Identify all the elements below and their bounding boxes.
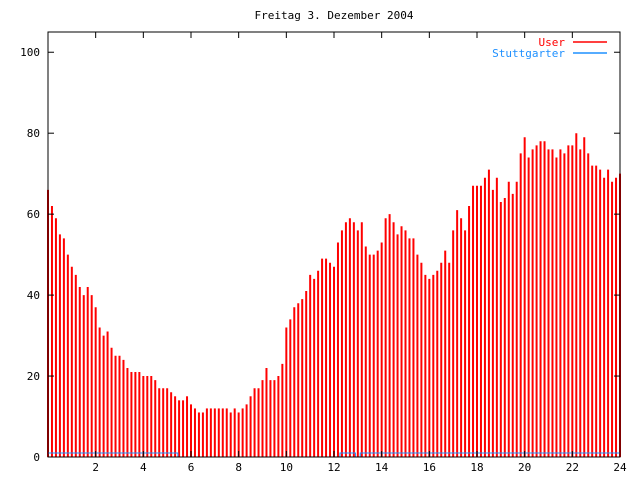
x-tick-label: 8: [235, 461, 242, 474]
x-tick-label: 14: [375, 461, 389, 474]
x-tick-label: 20: [518, 461, 531, 474]
stuttgarter-series-line: [48, 452, 620, 458]
stuttgarter-line: [48, 452, 620, 458]
user-impulses: [47, 133, 622, 457]
x-tick-label: 18: [470, 461, 483, 474]
x-axis: 2 4 6 8 10 12 14 16 18 20 22 24: [92, 32, 627, 474]
legend-label-stuttgarter: Stuttgarter: [492, 47, 565, 60]
x-tick-label: 6: [188, 461, 195, 474]
x-tick-label: 4: [140, 461, 147, 474]
legend: User Stuttgarter: [492, 36, 607, 60]
y-tick-label: 40: [27, 289, 40, 302]
y-tick-label: 100: [20, 46, 40, 59]
x-tick-label: 16: [423, 461, 436, 474]
chart-title: Freitag 3. Dezember 2004: [255, 9, 414, 22]
x-tick-label: 24: [613, 461, 627, 474]
y-tick-label: 60: [27, 208, 40, 221]
x-tick-label: 2: [92, 461, 99, 474]
y-tick-label: 0: [33, 451, 40, 464]
y-tick-label: 20: [27, 370, 40, 383]
x-tick-label: 22: [566, 461, 579, 474]
legend-label-user: User: [539, 36, 566, 49]
y-axis: 0 20 40 60 80 100: [20, 46, 620, 464]
x-tick-label: 12: [327, 461, 340, 474]
x-tick-label: 10: [280, 461, 293, 474]
y-tick-label: 80: [27, 127, 40, 140]
